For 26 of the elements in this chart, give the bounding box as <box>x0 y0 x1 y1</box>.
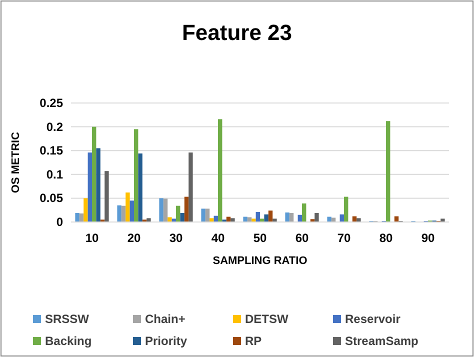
x-tick-label: 60 <box>295 231 309 245</box>
legend-label: Priority <box>145 334 188 348</box>
legend-label: Chain+ <box>145 312 186 326</box>
y-tick-label: 0.2 <box>46 120 64 134</box>
y-tick-label: 0 <box>56 215 64 229</box>
y-axis-title: OS METRIC <box>10 132 22 194</box>
legend-label: DETSW <box>245 312 290 326</box>
chart-title: Feature 23 <box>182 20 292 45</box>
x-tick-label: 50 <box>253 231 267 245</box>
x-tick-label: 30 <box>169 231 183 245</box>
x-tick-label: 40 <box>211 231 225 245</box>
x-tick-label: 80 <box>379 231 393 245</box>
y-tick-label: 0.1 <box>46 167 64 182</box>
y-tick-label: 0.05 <box>40 191 64 206</box>
x-tick-label: 70 <box>337 231 351 245</box>
x-axis-title: SAMPLING RATIO <box>212 255 308 267</box>
legend-label: StreamSamp <box>345 334 418 348</box>
legend-label: RP <box>245 334 262 348</box>
legend-label: SRSSW <box>45 312 90 326</box>
legend-label: Reservoir <box>345 312 401 326</box>
y-tick-label: 0.25 <box>40 96 64 110</box>
x-tick-label: 90 <box>421 231 435 245</box>
legend-label: Backing <box>45 334 92 348</box>
x-tick-label: 10 <box>85 231 99 245</box>
y-tick-label: 0.15 <box>40 144 64 158</box>
x-tick-label: 20 <box>127 231 141 245</box>
